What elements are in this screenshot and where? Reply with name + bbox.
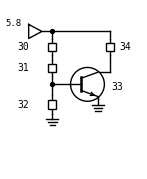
Bar — [48, 64, 56, 72]
Text: 5.8: 5.8 — [6, 20, 22, 28]
Bar — [48, 100, 56, 109]
Text: 31: 31 — [18, 63, 29, 73]
Bar — [106, 43, 114, 51]
Bar — [48, 43, 56, 51]
Text: 32: 32 — [18, 100, 29, 110]
Text: 30: 30 — [18, 42, 29, 52]
Text: 33: 33 — [111, 82, 123, 92]
Text: 34: 34 — [119, 42, 131, 52]
Circle shape — [71, 67, 104, 101]
